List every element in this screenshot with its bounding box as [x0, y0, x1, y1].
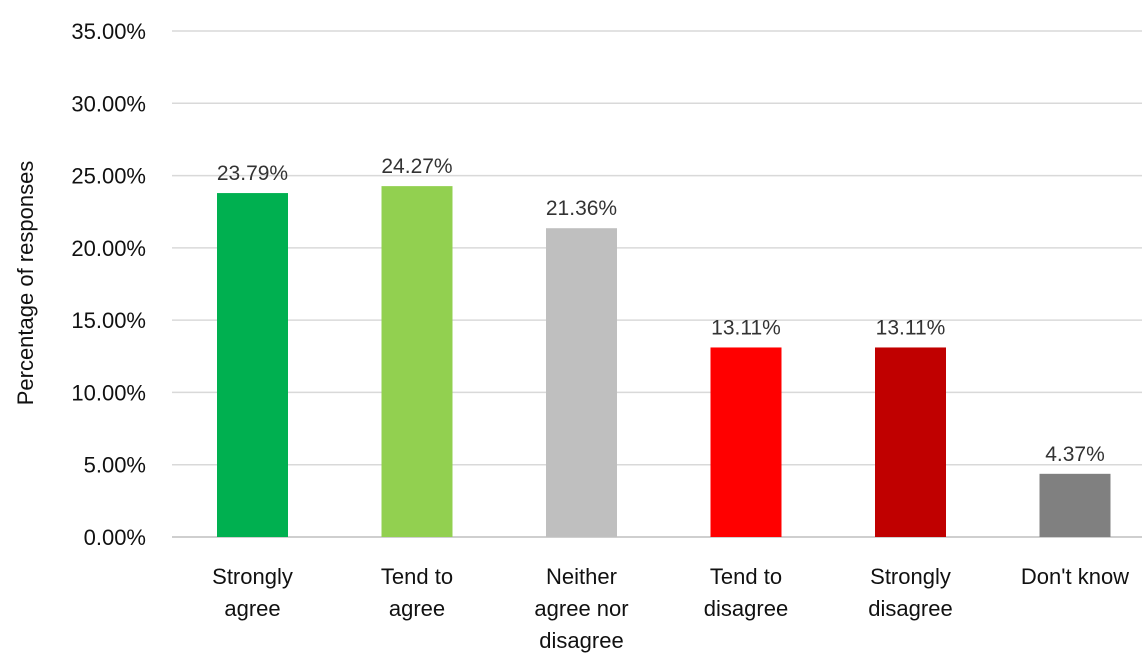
- y-tick-label: 0.00%: [84, 525, 146, 550]
- y-axis-ticks: 0.00% 5.00% 10.00% 15.00% 20.00% 25.00% 30.00%…: [71, 19, 146, 550]
- y-tick-label: 30.00%: [71, 91, 146, 116]
- y-tick-label: 15.00%: [71, 308, 146, 333]
- data-label: 13.11%: [876, 316, 946, 339]
- y-tick-label: 20.00%: [71, 236, 146, 261]
- bar: [217, 193, 288, 537]
- x-axis-categories: Strongly agree Tend to agree Neither agree no…: [212, 564, 1129, 653]
- x-category-label: Strongly disagree: [868, 564, 952, 621]
- data-label: 13.11%: [711, 316, 781, 339]
- y-tick-label: 35.00%: [71, 19, 146, 44]
- x-category-label: Tend to disagree: [704, 564, 788, 621]
- data-label: 23.79%: [217, 162, 288, 185]
- data-label: 24.27%: [381, 155, 452, 178]
- y-tick-label: 10.00%: [71, 380, 146, 405]
- x-category-label: Don't know: [1021, 564, 1129, 589]
- data-label: 4.37%: [1045, 443, 1105, 466]
- x-category-label: Neither agree nor disagree: [534, 564, 628, 653]
- data-labels: 23.79% 24.27% 21.36% 13.11% 13.11% 4.37%: [217, 155, 1105, 466]
- y-tick-label: 25.00%: [71, 164, 146, 189]
- bars: [217, 186, 1111, 538]
- y-axis-title: Percentage of responses: [13, 161, 38, 406]
- bar: [381, 186, 453, 538]
- x-category-label: Strongly agree: [212, 564, 293, 621]
- gridlines: [172, 30, 1142, 538]
- y-tick-label: 5.00%: [84, 453, 146, 478]
- bar: [710, 347, 782, 537]
- bar: [1039, 473, 1111, 537]
- bar: [546, 228, 617, 537]
- x-category-label: Tend to agree: [381, 564, 453, 621]
- data-label: 21.36%: [546, 197, 617, 220]
- bar: [875, 347, 946, 537]
